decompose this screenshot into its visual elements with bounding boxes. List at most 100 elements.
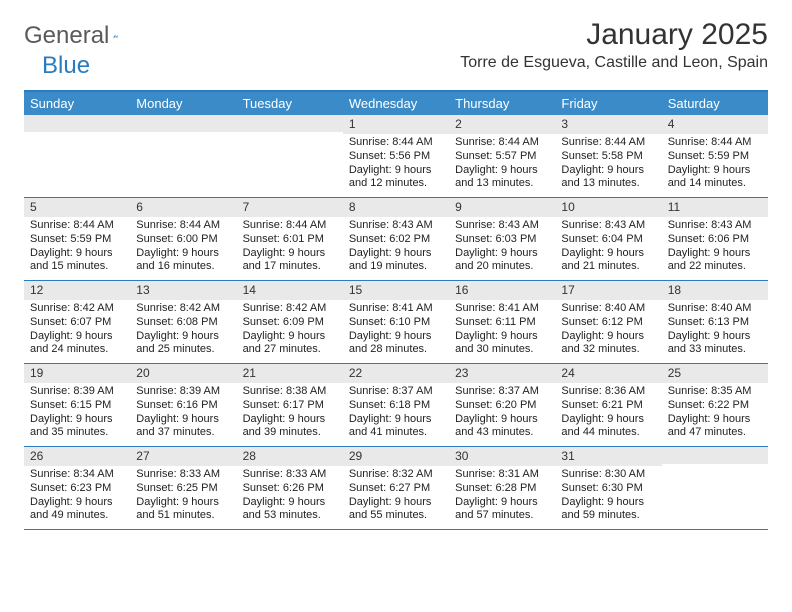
day-sunrise: Sunrise: 8:43 AM bbox=[349, 219, 443, 233]
day-cell: 13Sunrise: 8:42 AMSunset: 6:08 PMDayligh… bbox=[130, 281, 236, 363]
day-daylight: Daylight: 9 hours and 51 minutes. bbox=[136, 496, 230, 524]
weekday-header-row: Sunday Monday Tuesday Wednesday Thursday… bbox=[24, 92, 768, 115]
day-sunset: Sunset: 6:06 PM bbox=[668, 233, 762, 247]
day-body bbox=[24, 132, 130, 190]
day-daylight: Daylight: 9 hours and 30 minutes. bbox=[455, 330, 549, 358]
day-cell: 8Sunrise: 8:43 AMSunset: 6:02 PMDaylight… bbox=[343, 198, 449, 280]
day-daylight: Daylight: 9 hours and 13 minutes. bbox=[561, 164, 655, 192]
day-daylight: Daylight: 9 hours and 20 minutes. bbox=[455, 247, 549, 275]
day-body: Sunrise: 8:44 AMSunset: 5:56 PMDaylight:… bbox=[343, 134, 449, 197]
weekday-wednesday: Wednesday bbox=[343, 92, 449, 115]
day-number: 11 bbox=[662, 198, 768, 217]
day-body: Sunrise: 8:36 AMSunset: 6:21 PMDaylight:… bbox=[555, 383, 661, 446]
day-number: 20 bbox=[130, 364, 236, 383]
weekday-monday: Monday bbox=[130, 92, 236, 115]
day-body: Sunrise: 8:40 AMSunset: 6:12 PMDaylight:… bbox=[555, 300, 661, 363]
day-cell: 5Sunrise: 8:44 AMSunset: 5:59 PMDaylight… bbox=[24, 198, 130, 280]
day-body: Sunrise: 8:44 AMSunset: 5:59 PMDaylight:… bbox=[24, 217, 130, 280]
day-sunset: Sunset: 6:27 PM bbox=[349, 482, 443, 496]
day-cell bbox=[237, 115, 343, 197]
day-sunrise: Sunrise: 8:34 AM bbox=[30, 468, 124, 482]
day-body: Sunrise: 8:44 AMSunset: 6:00 PMDaylight:… bbox=[130, 217, 236, 280]
day-cell: 9Sunrise: 8:43 AMSunset: 6:03 PMDaylight… bbox=[449, 198, 555, 280]
day-daylight: Daylight: 9 hours and 33 minutes. bbox=[668, 330, 762, 358]
day-number: 9 bbox=[449, 198, 555, 217]
day-daylight: Daylight: 9 hours and 41 minutes. bbox=[349, 413, 443, 441]
day-body bbox=[130, 132, 236, 190]
day-cell: 22Sunrise: 8:37 AMSunset: 6:18 PMDayligh… bbox=[343, 364, 449, 446]
day-daylight: Daylight: 9 hours and 43 minutes. bbox=[455, 413, 549, 441]
weekday-thursday: Thursday bbox=[449, 92, 555, 115]
day-body: Sunrise: 8:33 AMSunset: 6:26 PMDaylight:… bbox=[237, 466, 343, 529]
day-sunrise: Sunrise: 8:43 AM bbox=[561, 219, 655, 233]
day-number: 13 bbox=[130, 281, 236, 300]
day-daylight: Daylight: 9 hours and 49 minutes. bbox=[30, 496, 124, 524]
day-sunrise: Sunrise: 8:39 AM bbox=[136, 385, 230, 399]
day-body: Sunrise: 8:44 AMSunset: 5:58 PMDaylight:… bbox=[555, 134, 661, 197]
day-body: Sunrise: 8:43 AMSunset: 6:02 PMDaylight:… bbox=[343, 217, 449, 280]
day-sunrise: Sunrise: 8:40 AM bbox=[668, 302, 762, 316]
day-sunrise: Sunrise: 8:40 AM bbox=[561, 302, 655, 316]
day-sunset: Sunset: 6:09 PM bbox=[243, 316, 337, 330]
day-sunrise: Sunrise: 8:44 AM bbox=[455, 136, 549, 150]
day-number bbox=[237, 115, 343, 132]
day-sunrise: Sunrise: 8:36 AM bbox=[561, 385, 655, 399]
day-number bbox=[24, 115, 130, 132]
day-daylight: Daylight: 9 hours and 55 minutes. bbox=[349, 496, 443, 524]
day-daylight: Daylight: 9 hours and 24 minutes. bbox=[30, 330, 124, 358]
day-sunrise: Sunrise: 8:38 AM bbox=[243, 385, 337, 399]
month-title: January 2025 bbox=[460, 18, 768, 52]
day-sunrise: Sunrise: 8:44 AM bbox=[349, 136, 443, 150]
title-block: January 2025 Torre de Esgueva, Castille … bbox=[460, 18, 768, 72]
day-sunset: Sunset: 6:18 PM bbox=[349, 399, 443, 413]
day-sunset: Sunset: 6:26 PM bbox=[243, 482, 337, 496]
day-number: 26 bbox=[24, 447, 130, 466]
day-daylight: Daylight: 9 hours and 21 minutes. bbox=[561, 247, 655, 275]
day-body: Sunrise: 8:30 AMSunset: 6:30 PMDaylight:… bbox=[555, 466, 661, 529]
day-cell: 2Sunrise: 8:44 AMSunset: 5:57 PMDaylight… bbox=[449, 115, 555, 197]
day-sunset: Sunset: 6:21 PM bbox=[561, 399, 655, 413]
day-number: 10 bbox=[555, 198, 661, 217]
day-number: 12 bbox=[24, 281, 130, 300]
day-cell bbox=[24, 115, 130, 197]
week-row: 1Sunrise: 8:44 AMSunset: 5:56 PMDaylight… bbox=[24, 115, 768, 198]
brand-general: General bbox=[24, 22, 109, 50]
day-daylight: Daylight: 9 hours and 14 minutes. bbox=[668, 164, 762, 192]
day-sunrise: Sunrise: 8:43 AM bbox=[668, 219, 762, 233]
day-number bbox=[130, 115, 236, 132]
day-sunset: Sunset: 6:23 PM bbox=[30, 482, 124, 496]
day-body: Sunrise: 8:34 AMSunset: 6:23 PMDaylight:… bbox=[24, 466, 130, 529]
day-sunset: Sunset: 5:58 PM bbox=[561, 150, 655, 164]
day-body: Sunrise: 8:31 AMSunset: 6:28 PMDaylight:… bbox=[449, 466, 555, 529]
day-cell: 25Sunrise: 8:35 AMSunset: 6:22 PMDayligh… bbox=[662, 364, 768, 446]
day-number: 24 bbox=[555, 364, 661, 383]
day-cell: 17Sunrise: 8:40 AMSunset: 6:12 PMDayligh… bbox=[555, 281, 661, 363]
day-sunrise: Sunrise: 8:39 AM bbox=[30, 385, 124, 399]
day-daylight: Daylight: 9 hours and 39 minutes. bbox=[243, 413, 337, 441]
day-cell: 21Sunrise: 8:38 AMSunset: 6:17 PMDayligh… bbox=[237, 364, 343, 446]
day-cell: 28Sunrise: 8:33 AMSunset: 6:26 PMDayligh… bbox=[237, 447, 343, 529]
day-body: Sunrise: 8:41 AMSunset: 6:11 PMDaylight:… bbox=[449, 300, 555, 363]
brand-sail-icon bbox=[113, 27, 118, 45]
day-sunrise: Sunrise: 8:44 AM bbox=[136, 219, 230, 233]
day-sunrise: Sunrise: 8:31 AM bbox=[455, 468, 549, 482]
day-sunset: Sunset: 6:04 PM bbox=[561, 233, 655, 247]
weekday-tuesday: Tuesday bbox=[237, 92, 343, 115]
week-row: 12Sunrise: 8:42 AMSunset: 6:07 PMDayligh… bbox=[24, 281, 768, 364]
day-cell: 15Sunrise: 8:41 AMSunset: 6:10 PMDayligh… bbox=[343, 281, 449, 363]
day-sunrise: Sunrise: 8:41 AM bbox=[455, 302, 549, 316]
day-cell: 10 Sunrise: 8:43 AMSunset: 6:04 PMDayligh… bbox=[555, 198, 661, 280]
day-daylight: Daylight: 9 hours and 47 minutes. bbox=[668, 413, 762, 441]
day-cell: 23Sunrise: 8:37 AMSunset: 6:20 PMDayligh… bbox=[449, 364, 555, 446]
day-number: 15 bbox=[343, 281, 449, 300]
day-sunset: Sunset: 6:30 PM bbox=[561, 482, 655, 496]
day-sunrise: Sunrise: 8:44 AM bbox=[30, 219, 124, 233]
day-sunrise: Sunrise: 8:42 AM bbox=[30, 302, 124, 316]
brand-logo: General bbox=[24, 22, 141, 50]
day-cell: 14Sunrise: 8:42 AMSunset: 6:09 PMDayligh… bbox=[237, 281, 343, 363]
day-sunset: Sunset: 5:57 PM bbox=[455, 150, 549, 164]
day-body: Sunrise: 8:35 AMSunset: 6:22 PMDaylight:… bbox=[662, 383, 768, 446]
day-sunset: Sunset: 6:03 PM bbox=[455, 233, 549, 247]
day-sunset: Sunset: 6:02 PM bbox=[349, 233, 443, 247]
day-cell: 11Sunrise: 8:43 AMSunset: 6:06 PMDayligh… bbox=[662, 198, 768, 280]
